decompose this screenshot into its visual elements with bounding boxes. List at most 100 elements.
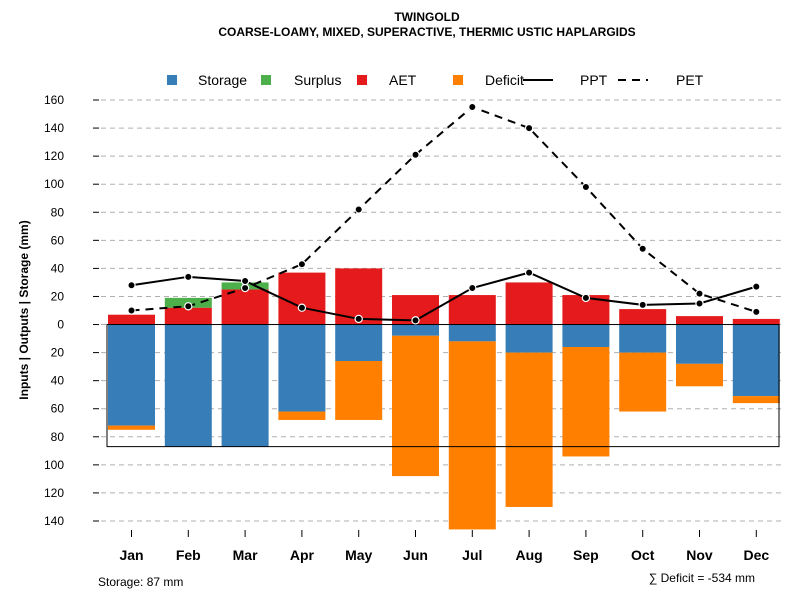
storage-bar [108,324,155,426]
pet-point [184,302,193,311]
legend-label: AET [389,72,417,88]
deficit-sum-label: ∑ Deficit = -534 mm [649,571,755,585]
x-tick-label: Jan [119,547,143,563]
ppt-point [354,314,363,324]
legend-swatch [167,75,177,85]
legend-swatch [357,75,367,85]
bars [106,268,780,530]
pet-point [752,307,761,317]
y-tick-label: 80 [51,430,65,444]
storage-bar [335,324,383,362]
deficit-bar [392,335,439,477]
ppt-point [524,268,534,277]
deficit-bar [562,346,610,457]
legend-label: PPT [580,72,608,88]
legend-label: Deficit [485,72,524,88]
y-tick-label: 60 [51,233,65,247]
chart-subtitle: COARSE-LOAMY, MIXED, SUPERACTIVE, THERMI… [218,25,635,39]
pet-point [638,244,647,253]
deficit-bar [335,361,383,420]
storage-capacity-label: Storage: 87 mm [98,575,183,589]
x-tick-label: Nov [686,547,713,563]
storage-bar [392,324,439,336]
deficit-bar [448,341,496,530]
deficit-bar [505,352,553,507]
x-tick-label: Apr [290,547,315,563]
pet-point [524,123,534,133]
pet-line [131,105,757,313]
storage-bar [278,324,326,412]
aet-bar [278,272,326,325]
y-tick-label: 140 [44,121,64,135]
aet-bar [448,295,496,325]
y-tick-label: 120 [44,486,64,500]
chart-title: TWINGOLD [394,10,460,24]
storage-bar [448,324,496,342]
ppt-point [297,303,307,312]
x-tick-label: May [345,547,372,563]
aet-bar [164,307,212,325]
aet-bar [619,309,667,325]
deficit-bar [732,396,780,404]
deficit-bar [108,425,155,430]
aet-bar [108,314,155,325]
aet-bar [676,316,723,325]
pet-point [468,102,477,112]
ppt-line [131,271,757,322]
pet-point [127,306,136,315]
x-tick-label: Sep [573,547,599,563]
storage-capacity-box [106,324,780,448]
storage-bar [505,324,553,353]
axes: 160 140 120 100 80 60 40 20 0 20 40 60 80 100 120 140 Ja… [44,93,769,563]
pet-point [695,289,704,298]
y-tick-label: 160 [44,93,64,107]
legend-label: Surplus [294,72,341,88]
ppt-point [752,282,761,291]
deficit-bar [619,352,667,412]
aet-bar [505,282,553,325]
y-tick-label: 140 [44,514,64,528]
legend-swatch [453,75,463,85]
x-tick-label: Aug [515,547,542,563]
deficit-bar [676,363,723,387]
y-tick-label: 20 [51,289,65,303]
ppt-point [411,316,420,325]
pet-point [411,150,420,159]
storage-bar [732,324,780,397]
y-tick-label: 0 [57,318,64,332]
legend-swatch [261,75,271,85]
lines [127,102,761,325]
aet-bar [732,318,780,325]
y-tick-label: 60 [51,402,65,416]
deficit-bar [278,411,326,420]
legend: Storage Surplus AET Deficit PPT PET [167,72,704,88]
x-tick-label: Jun [403,547,428,563]
x-tick-label: Jul [462,547,482,563]
storage-bar [562,324,610,347]
ppt-point [581,293,591,303]
pet-point [297,259,307,269]
pet-point [354,205,363,214]
y-tick-label: 40 [51,374,65,388]
y-axis-label: Inputs | Outputs | Storage (mm) [17,220,31,399]
ppt-point [240,276,250,286]
aet-bar [221,289,269,325]
y-tick-label: 40 [51,261,65,275]
y-tick-label: 120 [44,149,64,163]
ppt-point [184,272,193,282]
legend-label: Storage [198,72,247,88]
legend-label: PET [676,72,704,88]
y-tick-label: 20 [51,346,65,360]
x-tick-label: Dec [743,547,769,563]
x-tick-label: Feb [176,547,201,563]
ppt-point [638,300,647,310]
ppt-point [468,283,477,293]
x-tick-label: Oct [631,547,655,563]
y-tick-label: 100 [44,458,64,472]
pet-point [581,182,591,192]
storage-bar [164,324,212,447]
storage-bar [619,324,667,353]
y-tick-label: 100 [44,177,64,191]
ppt-point [695,299,704,308]
